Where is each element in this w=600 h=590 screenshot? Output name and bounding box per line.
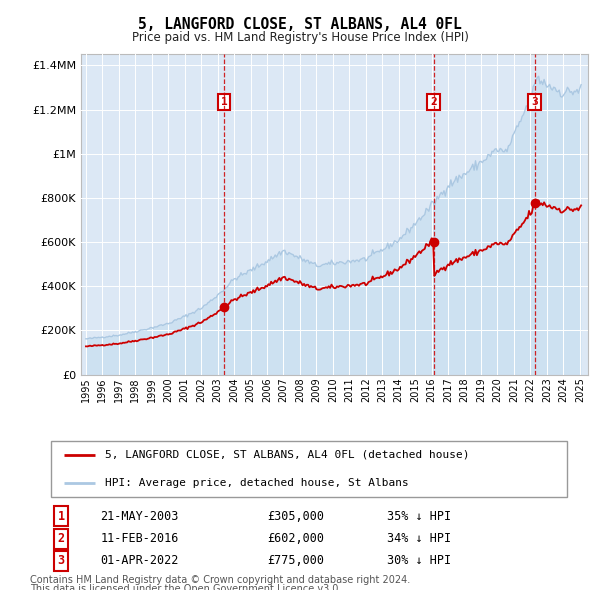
Text: 2: 2	[430, 97, 437, 107]
Text: 01-APR-2022: 01-APR-2022	[100, 555, 179, 568]
Text: 2: 2	[58, 532, 65, 545]
Text: Contains HM Land Registry data © Crown copyright and database right 2024.: Contains HM Land Registry data © Crown c…	[30, 575, 410, 585]
Text: 3: 3	[531, 97, 538, 107]
Text: 21-MAY-2003: 21-MAY-2003	[100, 510, 179, 523]
Text: This data is licensed under the Open Government Licence v3.0.: This data is licensed under the Open Gov…	[30, 584, 341, 590]
Text: 5, LANGFORD CLOSE, ST ALBANS, AL4 0FL: 5, LANGFORD CLOSE, ST ALBANS, AL4 0FL	[138, 17, 462, 31]
Text: 11-FEB-2016: 11-FEB-2016	[100, 532, 179, 545]
Text: 35% ↓ HPI: 35% ↓ HPI	[388, 510, 451, 523]
Text: 3: 3	[58, 555, 65, 568]
Text: 30% ↓ HPI: 30% ↓ HPI	[388, 555, 451, 568]
Text: 5, LANGFORD CLOSE, ST ALBANS, AL4 0FL (detached house): 5, LANGFORD CLOSE, ST ALBANS, AL4 0FL (d…	[106, 450, 470, 460]
Text: £602,000: £602,000	[267, 532, 324, 545]
Text: £305,000: £305,000	[267, 510, 324, 523]
Text: 1: 1	[58, 510, 65, 523]
Text: 34% ↓ HPI: 34% ↓ HPI	[388, 532, 451, 545]
Text: Price paid vs. HM Land Registry's House Price Index (HPI): Price paid vs. HM Land Registry's House …	[131, 31, 469, 44]
Text: 1: 1	[221, 97, 227, 107]
Text: £775,000: £775,000	[267, 555, 324, 568]
FancyBboxPatch shape	[50, 441, 568, 497]
Text: HPI: Average price, detached house, St Albans: HPI: Average price, detached house, St A…	[106, 478, 409, 488]
